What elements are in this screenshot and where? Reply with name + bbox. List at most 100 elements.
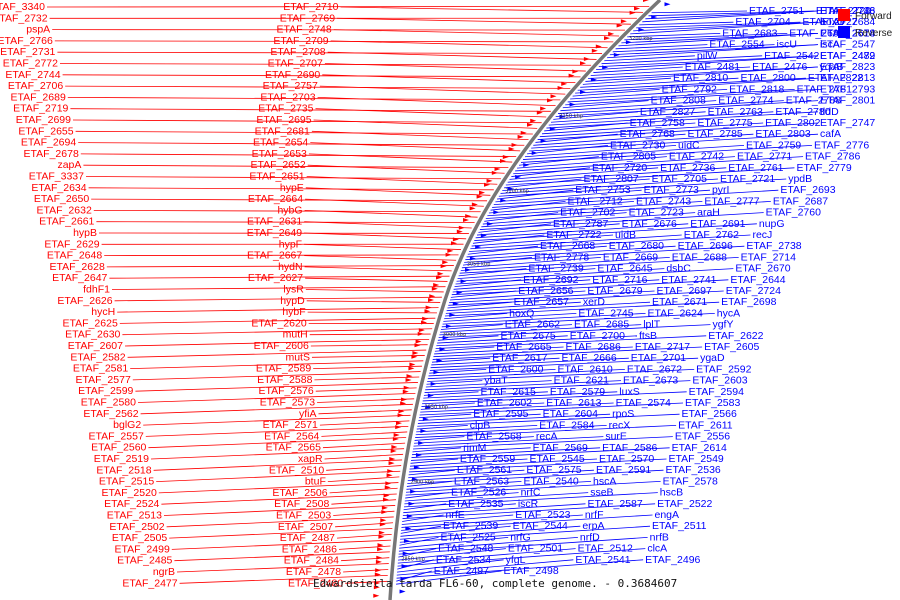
reverse-gene-label: ETAF_2779 (796, 162, 851, 174)
reverse-gene-feature (408, 501, 415, 506)
reverse-gene-label: ETAF_2705 (652, 173, 707, 185)
forward-leader-line (85, 176, 501, 180)
reverse-leader-line (575, 77, 819, 94)
forward-gene-label: lysR (283, 284, 304, 296)
forward-gene-feature (388, 461, 395, 466)
reverse-gene-label: ETAF_2813 (820, 72, 875, 84)
forward-gene-label: ETAF_2707 (268, 58, 323, 70)
reverse-gene-label: lplT (643, 319, 661, 331)
forward-gene-label: ETAF_2628 (50, 261, 105, 273)
forward-leader-line (104, 254, 459, 257)
reverse-gene-feature (638, 27, 645, 32)
reverse-leader-line (411, 447, 601, 458)
reverse-gene-label: ETAF_2522 (657, 498, 712, 510)
reverse-gene-label: ETAF_2776 (814, 139, 869, 151)
reverse-gene-feature (515, 174, 522, 179)
reverse-gene-label: pyrI (712, 184, 730, 196)
forward-leader-line (305, 277, 448, 282)
forward-gene-label: ETAF_2732 (0, 12, 48, 24)
forward-leader-line (127, 349, 427, 358)
legend: Forward Reverse (838, 9, 893, 39)
reverse-leader-line (560, 100, 717, 112)
reverse-leader-line (404, 492, 589, 505)
reverse-leader-line (601, 55, 763, 65)
reverse-gene-label: nrfD (580, 531, 600, 543)
reverse-gene-label: ETAF_2712 (568, 195, 623, 207)
forward-gene-label: ETAF_2710 (283, 1, 338, 13)
forward-gene-label: xapR (298, 453, 323, 465)
reverse-leader-line (651, 10, 748, 14)
forward-gene-label: ETAF_2661 (39, 216, 94, 228)
reverse-gene-feature (430, 381, 437, 386)
reverse-gene-label: ETAF_2742 (669, 151, 724, 163)
reverse-gene-label: ETAF_2738 (746, 240, 801, 252)
reverse-gene-feature (569, 102, 576, 107)
reverse-gene-label: ETAF_2774 (718, 95, 773, 107)
reverse-leader-line (607, 44, 819, 59)
forward-gene-feature (550, 94, 557, 99)
reverse-gene-feature (613, 52, 620, 57)
forward-gene-label: ETAF_2706 (8, 80, 63, 92)
reverse-leader-line (472, 234, 545, 244)
forward-gene-feature (561, 81, 568, 86)
forward-gene-feature (386, 473, 393, 478)
forward-gene-feature (398, 409, 405, 414)
forward-leader-line (329, 487, 398, 494)
forward-gene-label: ETAF_2719 (13, 103, 68, 115)
reverse-gene-label: ETAF_2545 (529, 453, 584, 465)
forward-gene-feature (620, 19, 627, 24)
forward-gene-label: ETAF_2681 (255, 125, 310, 137)
forward-leader-line (314, 376, 420, 381)
reverse-leader-line (448, 290, 724, 306)
forward-gene-feature (486, 178, 493, 183)
forward-gene-feature (428, 298, 434, 302)
forward-leader-line (137, 392, 416, 403)
reverse-leader-line (495, 189, 642, 203)
forward-gene-label: ETAF_2564 (264, 430, 319, 442)
reverse-leader-line (416, 425, 468, 430)
reverse-gene-label: ETAF_2696 (678, 240, 733, 252)
forward-gene-feature (456, 229, 463, 234)
forward-gene-feature (411, 354, 418, 359)
reverse-gene-feature (475, 245, 482, 250)
forward-gene-label: ETAF_2634 (31, 182, 86, 194)
reverse-gene-label: yqaB (819, 61, 843, 73)
forward-leader-line (163, 505, 396, 516)
reverse-leader-line (453, 279, 591, 290)
reverse-leader-line (425, 380, 622, 391)
reverse-leader-line (440, 324, 573, 333)
reverse-gene-label: ETAF_2684 (820, 16, 875, 28)
forward-gene-feature (634, 6, 641, 11)
forward-gene-label: ETAF_2478 (286, 566, 341, 578)
forward-gene-label: ETAF_2630 (65, 329, 120, 341)
reverse-leader-line (434, 346, 564, 355)
reverse-gene-label: ETAF_2800 (740, 72, 795, 84)
reverse-gene-label: ETAF_2807 (583, 173, 638, 185)
reverse-gene-label: yfgL (506, 554, 526, 566)
axis-tick-label: 2900 kbp (411, 479, 435, 485)
reverse-gene-label: iscU (777, 39, 797, 51)
forward-gene-label: ETAF_2689 (11, 91, 66, 103)
reverse-gene-label: ETAF_2788 (786, 95, 841, 107)
reverse-leader-line (415, 425, 677, 438)
reverse-leader-line (401, 514, 653, 531)
axis-tick-label: 2950 kbp (424, 404, 448, 410)
forward-leader-line (317, 398, 415, 403)
forward-leader-line (169, 528, 393, 539)
reverse-leader-line (438, 324, 711, 339)
reverse-leader-line (451, 279, 729, 296)
forward-gene-feature (373, 585, 380, 590)
reverse-gene-label: cafA (820, 128, 841, 140)
forward-leader-line (306, 300, 441, 303)
forward-gene-feature (471, 202, 478, 207)
reverse-leader-line (409, 458, 598, 470)
reverse-leader-line (582, 77, 672, 85)
forward-gene-label: ETAF_2485 (117, 555, 172, 567)
reverse-leader-line (398, 548, 506, 561)
reverse-leader-line (396, 559, 644, 579)
reverse-leader-line (410, 458, 528, 467)
reverse-gene-feature (439, 347, 446, 352)
forward-leader-line (161, 493, 397, 505)
forward-gene-feature (436, 275, 442, 280)
reverse-leader-line (398, 548, 437, 558)
